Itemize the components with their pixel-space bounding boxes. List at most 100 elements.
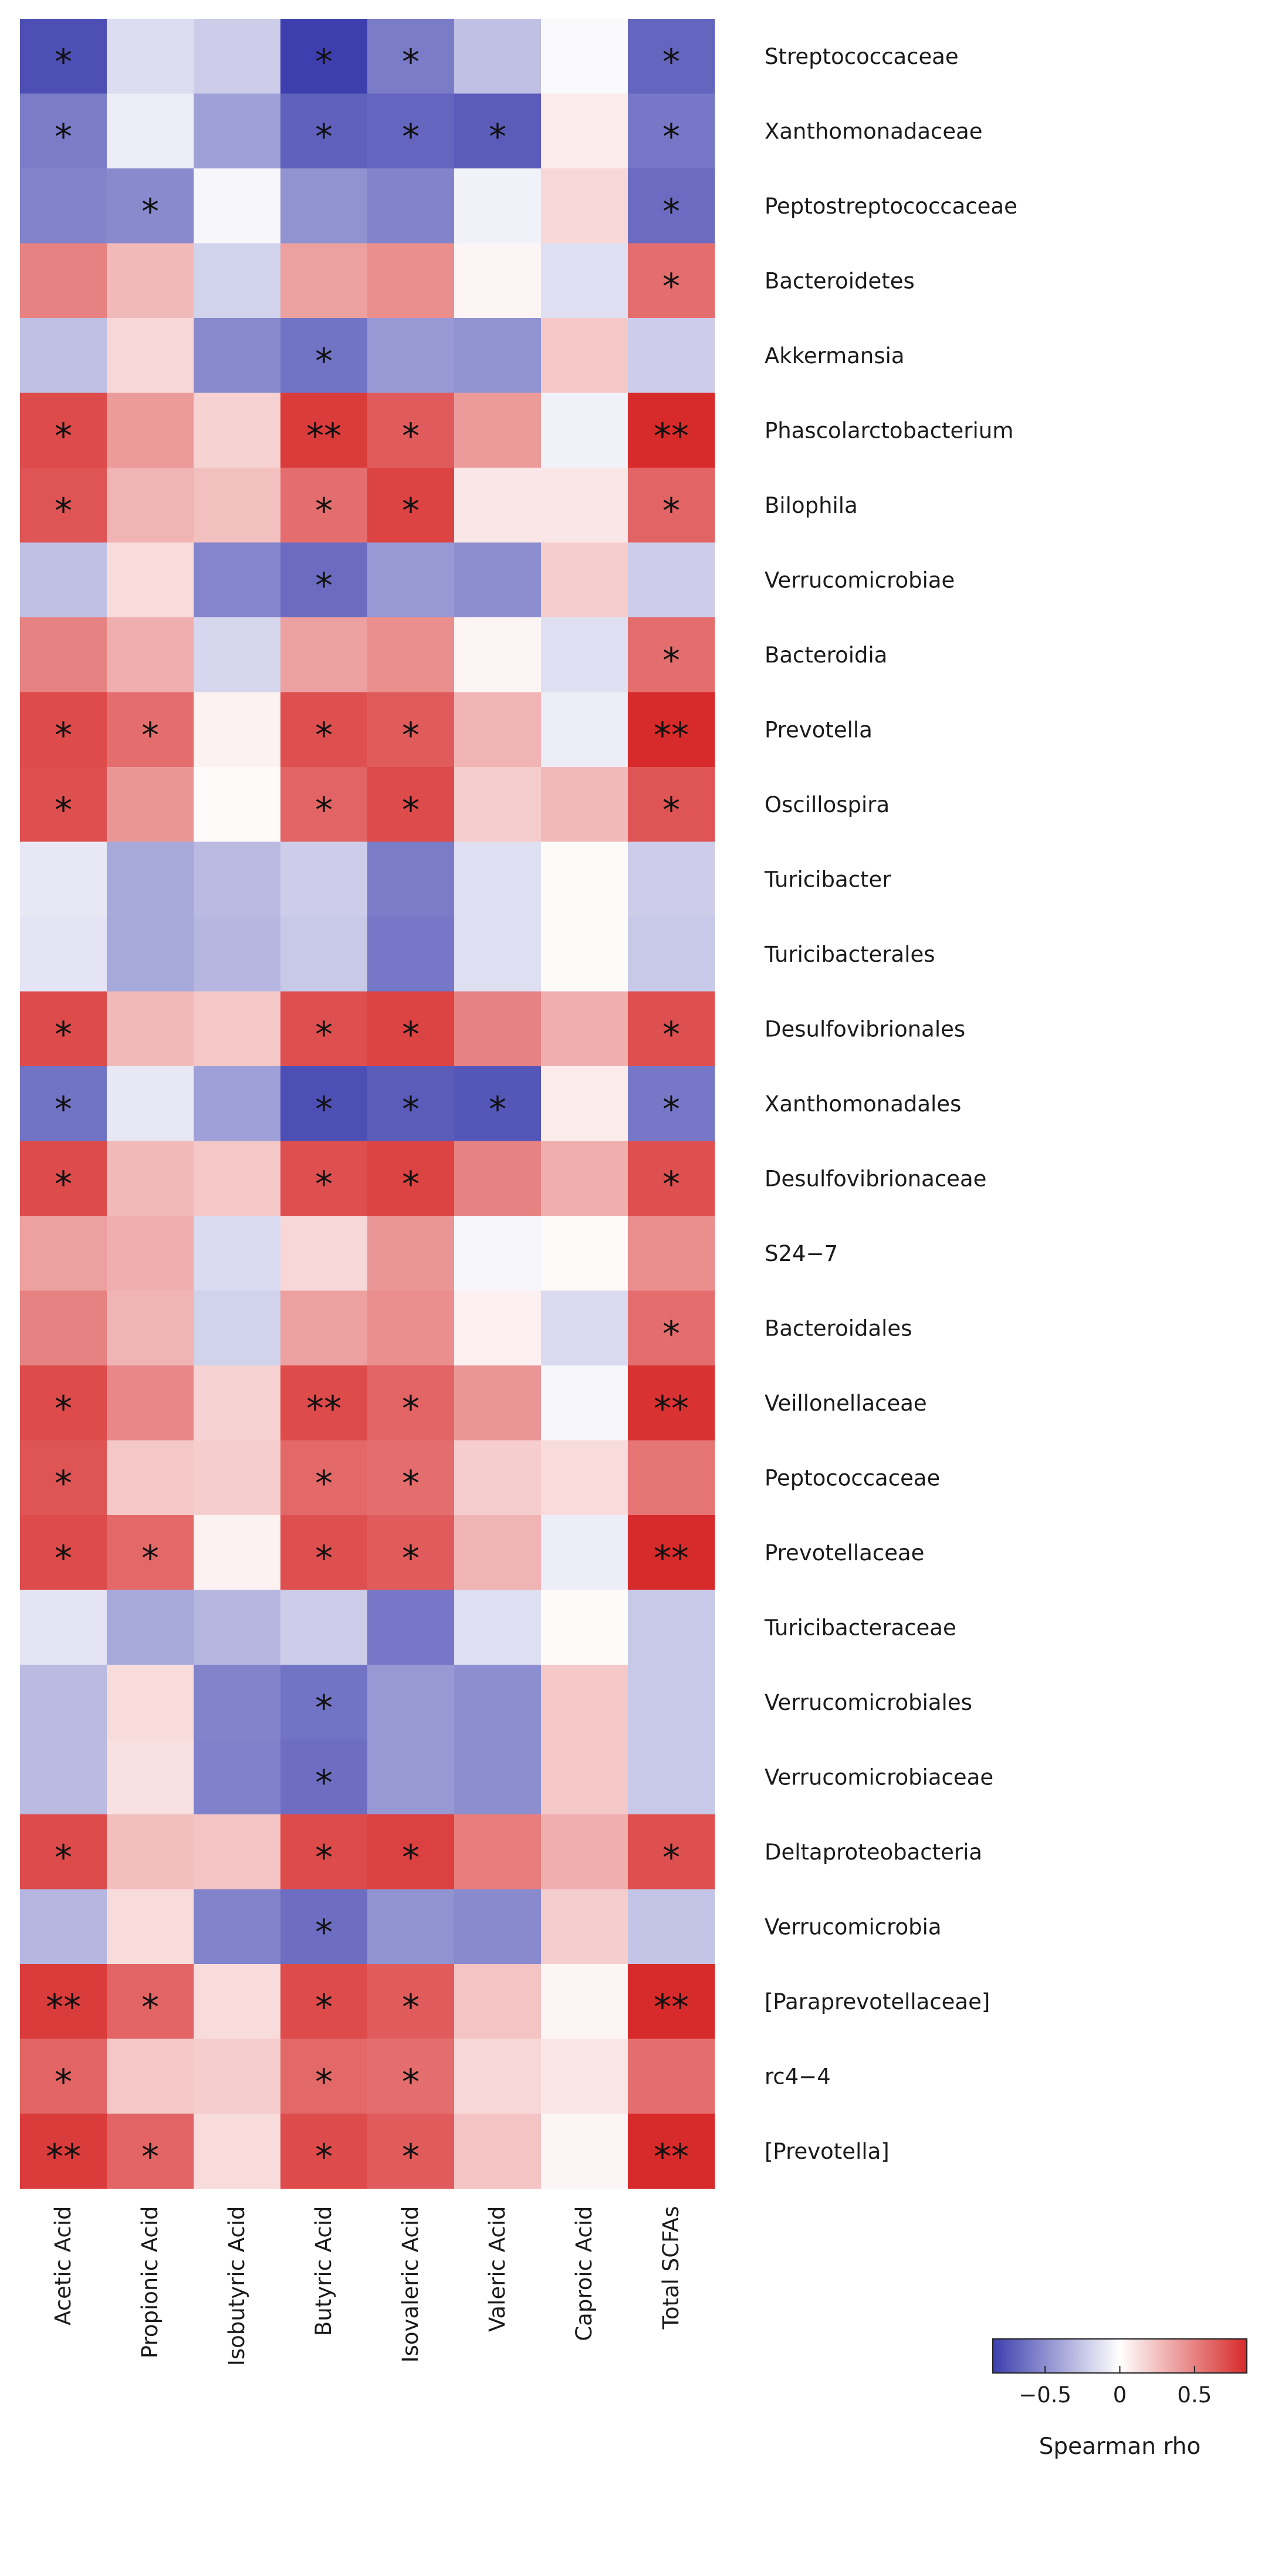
heatmap-cell xyxy=(280,1739,368,1815)
significance-star: * xyxy=(55,491,72,532)
heatmap-cell xyxy=(194,1365,281,1441)
heatmap-cell xyxy=(107,168,194,244)
heatmap-cell xyxy=(541,542,628,618)
heatmap-cell xyxy=(628,991,715,1067)
heatmap-cell xyxy=(20,1066,107,1142)
heatmap-cell xyxy=(541,1515,628,1591)
heatmap-cell xyxy=(454,318,542,394)
significance-star: * xyxy=(315,491,333,532)
heatmap-cell xyxy=(541,1290,628,1366)
heatmap-cell xyxy=(367,318,455,394)
heatmap-cell xyxy=(367,2039,455,2114)
heatmap-cell xyxy=(367,1440,455,1516)
heatmap-cell xyxy=(628,2039,715,2114)
heatmap-cell xyxy=(454,2039,542,2114)
row-label: Oscillospira xyxy=(765,792,890,817)
heatmap-cell xyxy=(628,243,715,319)
heatmap-cell xyxy=(628,19,715,94)
significance-star: * xyxy=(402,1014,420,1055)
heatmap-cell xyxy=(280,1066,368,1142)
heatmap-cell xyxy=(107,393,194,468)
significance-star: * xyxy=(402,42,420,83)
heatmap-cell xyxy=(541,1066,628,1142)
heatmap-cell xyxy=(107,1889,194,1965)
heatmap-cell xyxy=(280,1964,368,2040)
row-label: Turicibacter xyxy=(764,867,891,892)
heatmap-cell xyxy=(454,1440,542,1516)
significance-star: * xyxy=(315,565,333,606)
heatmap-cell xyxy=(194,1216,281,1292)
heatmap-cell xyxy=(628,841,715,917)
heatmap-cell xyxy=(20,991,107,1067)
heatmap-cell xyxy=(280,542,368,618)
heatmap-cell xyxy=(20,1739,107,1815)
significance-star: ** xyxy=(654,2136,689,2178)
heatmap-cell xyxy=(454,1889,542,1965)
heatmap-cell xyxy=(541,1964,628,2040)
heatmap-cell xyxy=(20,19,107,94)
heatmap-cell xyxy=(628,1440,715,1516)
column-label: Total SCFAs xyxy=(658,2206,684,2330)
heatmap-cell xyxy=(628,1515,715,1591)
heatmap-cell xyxy=(20,692,107,768)
heatmap-cell xyxy=(454,917,542,992)
significance-star: ** xyxy=(654,1388,689,1429)
significance-star: * xyxy=(55,715,72,756)
row-label: Veillonellaceae xyxy=(765,1391,927,1416)
heatmap-cell xyxy=(367,1515,455,1591)
heatmap-cell xyxy=(107,243,194,319)
heatmap-cell xyxy=(194,2114,281,2189)
column-label: Isovaleric Acid xyxy=(398,2206,423,2363)
heatmap-cell xyxy=(280,1440,368,1516)
significance-star: * xyxy=(55,790,72,831)
heatmap-cell xyxy=(454,1141,542,1216)
significance-star: * xyxy=(55,1388,72,1429)
colorbar-tick-label: 0 xyxy=(1113,2382,1127,2408)
significance-star: * xyxy=(662,191,680,232)
heatmap-cell xyxy=(20,917,107,992)
heatmap-cell xyxy=(107,617,194,693)
heatmap-cell xyxy=(541,692,628,768)
heatmap-cell xyxy=(20,1290,107,1366)
heatmap-cell xyxy=(454,991,542,1067)
heatmap-cell xyxy=(107,93,194,169)
row-label: Xanthomonadaceae xyxy=(765,119,983,144)
significance-star: * xyxy=(55,1837,72,1878)
heatmap-cell xyxy=(194,1515,281,1591)
heatmap-cell xyxy=(280,1515,368,1591)
significance-star: * xyxy=(662,1837,680,1878)
heatmap-cell xyxy=(194,168,281,244)
heatmap-cell xyxy=(628,1290,715,1366)
heatmap-cell xyxy=(280,2114,368,2189)
heatmap-cell xyxy=(194,617,281,693)
row-label: Streptococcaceae xyxy=(765,44,959,69)
significance-star: * xyxy=(315,1089,333,1130)
heatmap-cell xyxy=(541,1141,628,1216)
heatmap-cell xyxy=(20,1964,107,2040)
heatmap-cell xyxy=(541,93,628,169)
heatmap-cell xyxy=(541,917,628,992)
heatmap-cell xyxy=(20,542,107,618)
significance-star: * xyxy=(315,42,333,83)
heatmap-cell xyxy=(194,1290,281,1366)
heatmap-cell xyxy=(107,1515,194,1591)
heatmap-cell xyxy=(194,468,281,543)
significance-star: * xyxy=(55,415,72,457)
significance-star: * xyxy=(402,1837,420,1878)
row-label: Bacteroidetes xyxy=(765,268,915,293)
heatmap-cell xyxy=(20,243,107,319)
heatmap-cell xyxy=(454,767,542,843)
heatmap-cell xyxy=(367,1216,455,1292)
significance-star: * xyxy=(315,1762,333,1803)
heatmap-cell xyxy=(454,2114,542,2189)
heatmap-cell xyxy=(367,1964,455,2040)
heatmap-cell xyxy=(194,318,281,394)
heatmap-cell xyxy=(454,841,542,917)
column-label: Acetic Acid xyxy=(50,2206,76,2325)
column-label: Butyric Acid xyxy=(311,2206,336,2337)
heatmap-cell xyxy=(194,1141,281,1216)
heatmap-cell xyxy=(107,2114,194,2189)
heatmap-cell xyxy=(107,318,194,394)
heatmap-cell xyxy=(194,1964,281,2040)
colorbar: −0.5 0 0.5 Spearman rho xyxy=(992,2338,1247,2460)
